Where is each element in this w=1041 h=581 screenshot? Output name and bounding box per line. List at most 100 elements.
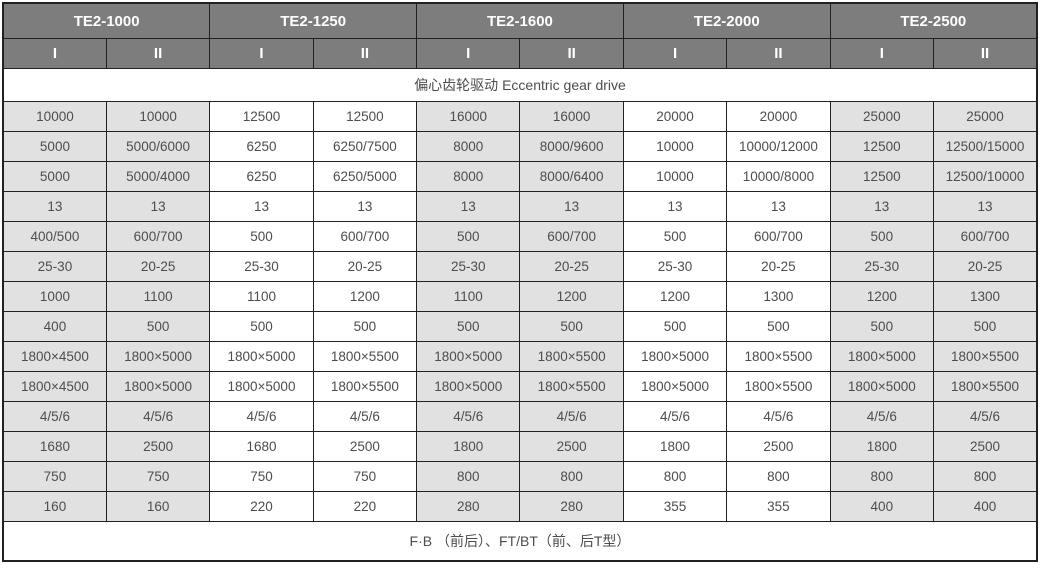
spec-cell: 1100 [416, 281, 521, 312]
spec-cell: 12500 [829, 161, 935, 192]
spec-cell: 20000 [622, 101, 728, 132]
spec-cell: 4/5/6 [829, 401, 935, 432]
spec-cell: 280 [519, 491, 624, 522]
spec-cell: 800 [519, 461, 624, 492]
spec-cell: 1200 [829, 281, 935, 312]
spec-cell: 25000 [829, 101, 935, 132]
spec-cell: 6250/5000 [312, 161, 418, 192]
spec-cell: 8000 [416, 161, 521, 192]
spec-cell: 800 [622, 461, 728, 492]
spec-cell: 13 [312, 191, 418, 222]
spec-cell: 500 [622, 311, 728, 342]
spec-cell: 25000 [933, 101, 1038, 132]
spec-cell: 355 [622, 491, 728, 522]
spec-cell: 750 [209, 461, 314, 492]
spec-cell: 500 [829, 311, 935, 342]
spec-cell: 1800×5500 [519, 371, 624, 402]
spec-cell: 1300 [933, 281, 1038, 312]
spec-cell: 5000/4000 [105, 161, 211, 192]
spec-cell: 10000 [622, 161, 728, 192]
variant-header-cell: I [209, 38, 314, 69]
spec-cell: 1800×5500 [519, 341, 624, 372]
footer-row: F·B （前后）、FT/BT（前、后T型） [2, 521, 1038, 562]
spec-cell: 500 [622, 221, 728, 252]
spec-cell: 1680 [2, 431, 107, 462]
spec-cell: 4/5/6 [933, 401, 1038, 432]
spec-cell: 13 [2, 191, 107, 222]
spec-cell: 1800×5000 [105, 371, 211, 402]
spec-row: 1000 1100 1100 1200 1100 1200 1200 1300 1200 1300 [2, 281, 1038, 312]
spec-cell: 12500 [829, 131, 935, 162]
spec-cell: 12500/15000 [933, 131, 1038, 162]
spec-cell: 10000 [622, 131, 728, 162]
spec-row: 400/500 600/700 500 600/700 500 600/700 500 600… [2, 221, 1038, 252]
spec-cell: 1800×5000 [209, 341, 314, 372]
spec-cell: 6250 [209, 131, 314, 162]
spec-cell: 800 [416, 461, 521, 492]
spec-cell: 500 [933, 311, 1038, 342]
spec-cell: 600/700 [726, 221, 831, 252]
spec-cell: 8000 [416, 131, 521, 162]
spec-cell: 1100 [105, 281, 211, 312]
spec-cell: 1800 [829, 431, 935, 462]
spec-cell: 20-25 [519, 251, 624, 282]
spec-cell: 1000 [2, 281, 107, 312]
spec-cell: 600/700 [519, 221, 624, 252]
spec-cell: 2500 [105, 431, 211, 462]
spec-row: 750 750 750 750 800 800 800 800 800 800 [2, 461, 1038, 492]
spec-cell: 4/5/6 [519, 401, 624, 432]
spec-cell: 16000 [519, 101, 624, 132]
spec-cell: 220 [312, 491, 418, 522]
spec-cell: 1680 [209, 431, 314, 462]
spec-cell: 13 [519, 191, 624, 222]
variant-header-cell: I [622, 38, 728, 69]
spec-row: 1800×4500 1800×5000 1800×5000 1800×5500 1800… [2, 371, 1038, 402]
spec-row: 4/5/6 4/5/6 4/5/6 4/5/6 4/5/6 4/5/6 4/5/6 4/5/6… [2, 401, 1038, 432]
spec-cell: 355 [726, 491, 831, 522]
spec-cell: 5000 [2, 161, 107, 192]
spec-cell: 750 [105, 461, 211, 492]
spec-cell: 13 [933, 191, 1038, 222]
spec-cell: 1100 [209, 281, 314, 312]
spec-cell: 1800×5500 [312, 341, 418, 372]
spec-cell: 220 [209, 491, 314, 522]
variant-header-cell: I [2, 38, 107, 69]
model-header-te2-1600: TE2-1600 [416, 2, 624, 39]
spec-cell: 25-30 [209, 251, 314, 282]
spec-cell: 4/5/6 [2, 401, 107, 432]
spec-cell: 1800×4500 [2, 341, 107, 372]
spec-cell: 500 [416, 221, 521, 252]
spec-cell: 2500 [933, 431, 1038, 462]
spec-cell: 4/5/6 [726, 401, 831, 432]
spec-cell: 13 [829, 191, 935, 222]
variant-header-cell: II [312, 38, 418, 69]
spec-cell: 5000 [2, 131, 107, 162]
spec-cell: 20-25 [312, 251, 418, 282]
spec-cell: 500 [312, 311, 418, 342]
spec-cell: 12500 [209, 101, 314, 132]
spec-cell: 500 [105, 311, 211, 342]
variant-header-row: I II I II I II I II I II [2, 38, 1038, 69]
spec-cell: 1800×5500 [726, 341, 831, 372]
spec-cell: 5000/6000 [105, 131, 211, 162]
spec-cell: 13 [726, 191, 831, 222]
spec-cell: 13 [105, 191, 211, 222]
spec-cell: 1800×4500 [2, 371, 107, 402]
spec-row: 1800×4500 1800×5000 1800×5000 1800×5500 1800… [2, 341, 1038, 372]
model-header-te2-1250: TE2-1250 [209, 2, 418, 39]
spec-cell: 4/5/6 [416, 401, 521, 432]
spec-cell: 600/700 [105, 221, 211, 252]
spec-cell: 600/700 [933, 221, 1038, 252]
spec-cell: 1800×5000 [829, 371, 935, 402]
spec-cell: 25-30 [416, 251, 521, 282]
spec-cell: 1800×5500 [933, 371, 1038, 402]
spec-cell: 8000/9600 [519, 131, 624, 162]
spec-cell: 10000 [2, 101, 107, 132]
spec-cell: 1800×5500 [312, 371, 418, 402]
spec-cell: 6250 [209, 161, 314, 192]
spec-cell: 500 [829, 221, 935, 252]
variant-header-cell: II [519, 38, 624, 69]
spec-cell: 400 [829, 491, 935, 522]
variant-header-cell: II [933, 38, 1038, 69]
